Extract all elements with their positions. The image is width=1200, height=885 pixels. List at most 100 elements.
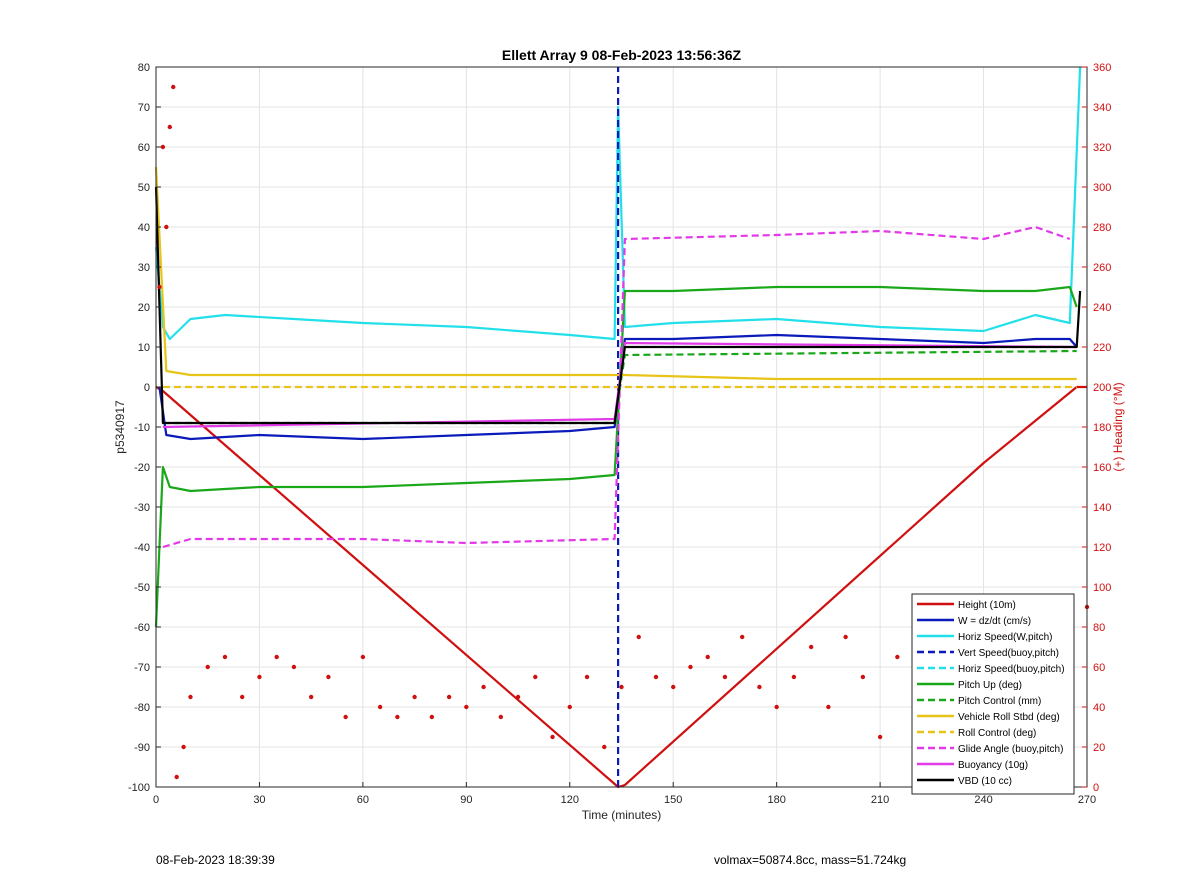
y-tick-label: 20: [138, 302, 150, 314]
x-tick-label: 60: [357, 794, 369, 806]
x-axis-label: Time (minutes): [582, 808, 662, 822]
point-heading: [705, 654, 710, 660]
y-tick-label: -80: [134, 702, 150, 714]
point-heading: [343, 714, 348, 720]
point-heading: [222, 654, 228, 660]
y-tick-label: 40: [138, 222, 150, 234]
footer-timestamp: 08-Feb-2023 18:39:39: [156, 853, 275, 867]
right-y-tick-label: 140: [1093, 502, 1111, 514]
right-y-tick-label: 100: [1093, 582, 1111, 594]
point-heading: [429, 714, 435, 720]
y-tick-label: 60: [138, 142, 150, 154]
point-heading: [550, 734, 555, 740]
legend-label-pitch-up-deg: Pitch Up (deg): [958, 680, 1022, 691]
point-heading: [481, 684, 486, 690]
right-y-tick-label: 80: [1093, 622, 1105, 634]
legend-label-vert-speed-buoy-pitch: Vert Speed(buoy,pitch): [958, 648, 1059, 659]
right-y-tick-label: 120: [1093, 542, 1111, 554]
point-heading: [826, 704, 831, 710]
series-line-pitch-up-deg: [154, 285, 1078, 628]
y-tick-label: -50: [134, 582, 150, 594]
point-heading: [619, 684, 624, 690]
point-heading: [808, 644, 814, 650]
point-heading: [464, 704, 469, 710]
point-heading: [602, 744, 607, 750]
series-line-glide-angle-buoy-pitch: [162, 225, 1071, 549]
x-tick-label: 150: [664, 794, 682, 806]
legend: Height (10m) W = dz/dt (cm/s) Horiz Speed(…: [911, 593, 1075, 795]
y-tick-label: 50: [138, 182, 150, 194]
legend-label-w-dz-dt-cm-s: W = dz/dt (cm/s): [958, 616, 1031, 627]
right-y-axis-label: (+) Heading (°M): [1111, 382, 1125, 471]
right-y-tick-label: 280: [1093, 222, 1111, 234]
point-heading: [739, 634, 745, 640]
right-y-tick-label: 340: [1093, 102, 1111, 114]
x-tick-label: 210: [871, 794, 889, 806]
point-heading: [774, 704, 779, 710]
y-tick-label: 0: [144, 382, 150, 394]
right-y-tick-label: 360: [1093, 62, 1111, 74]
y-tick-label: -90: [134, 742, 150, 754]
footer-vehicle-info: volmax=50874.8cc, mass=51.724kg: [714, 853, 907, 867]
point-heading: [498, 714, 504, 720]
point-heading: [636, 634, 641, 640]
right-y-tick-label: 160: [1093, 462, 1111, 474]
y-tick-label: -30: [134, 502, 150, 514]
point-heading: [843, 634, 848, 640]
point-heading: [412, 694, 417, 700]
right-y-tick-label: 60: [1093, 662, 1105, 674]
point-heading: [653, 674, 659, 680]
point-heading: [515, 694, 521, 700]
point-heading: [860, 674, 866, 680]
plot-series: [154, 66, 1090, 789]
point-heading: [171, 84, 176, 90]
y-axis-label: p5340917: [113, 400, 127, 454]
x-tick-label: 180: [767, 794, 785, 806]
legend-label-horiz-speed-buoy-pitch: Horiz Speed(buoy,pitch): [958, 664, 1065, 675]
y-tick-label: -100: [128, 782, 150, 794]
legend-box: [911, 593, 1075, 795]
point-heading: [895, 654, 900, 660]
x-tick-label: 120: [561, 794, 579, 806]
point-heading: [671, 684, 676, 690]
point-heading: [395, 714, 400, 720]
point-heading: [181, 744, 186, 750]
point-heading: [326, 674, 331, 680]
y-tick-label: 30: [138, 262, 150, 274]
point-heading: [377, 704, 383, 710]
y-tick-label: -40: [134, 542, 150, 554]
legend-label-pitch-control-mm: Pitch Control (mm): [958, 696, 1041, 707]
chart-title: Ellett Array 9 08-Feb-2023 13:56:36Z: [502, 47, 742, 63]
point-heading: [205, 664, 210, 670]
point-heading: [567, 704, 572, 710]
legend-label-buoyancy-10g: Buoyancy (10g): [958, 760, 1028, 771]
legend-label-vbd-10-cc: VBD (10 cc): [958, 776, 1012, 787]
y-tick-label: -20: [134, 462, 150, 474]
axis-ticks: 0 30 60 90 120 150 180 210 240 270 80 70 60 50 40 30 20 1…: [128, 62, 1111, 806]
x-tick-label: 30: [253, 794, 265, 806]
y-tick-label: 70: [138, 102, 150, 114]
point-heading: [533, 674, 538, 680]
y-tick-label: 80: [138, 62, 150, 74]
y-tick-label: -10: [134, 422, 150, 434]
x-tick-label: 90: [460, 794, 472, 806]
point-heading: [308, 694, 314, 700]
point-heading: [360, 654, 366, 660]
y-tick-label: 10: [138, 342, 150, 354]
point-heading: [174, 774, 179, 780]
right-y-tick-label: 320: [1093, 142, 1111, 154]
point-heading: [240, 694, 245, 700]
legend-label-horiz-speed-w-pitch: Horiz Speed(W,pitch): [958, 632, 1052, 643]
point-heading: [188, 694, 193, 700]
right-y-tick-label: 200: [1093, 382, 1111, 394]
point-heading: [757, 684, 762, 690]
legend-label-roll-control-deg: Roll Control (deg): [958, 728, 1036, 739]
right-y-tick-label: 180: [1093, 422, 1111, 434]
series-line-vbd-10-cc: [154, 186, 1082, 425]
point-heading: [257, 674, 262, 680]
point-heading: [157, 284, 162, 290]
right-y-tick-label: 40: [1093, 702, 1105, 714]
point-heading: [446, 694, 452, 700]
point-heading: [167, 124, 172, 130]
